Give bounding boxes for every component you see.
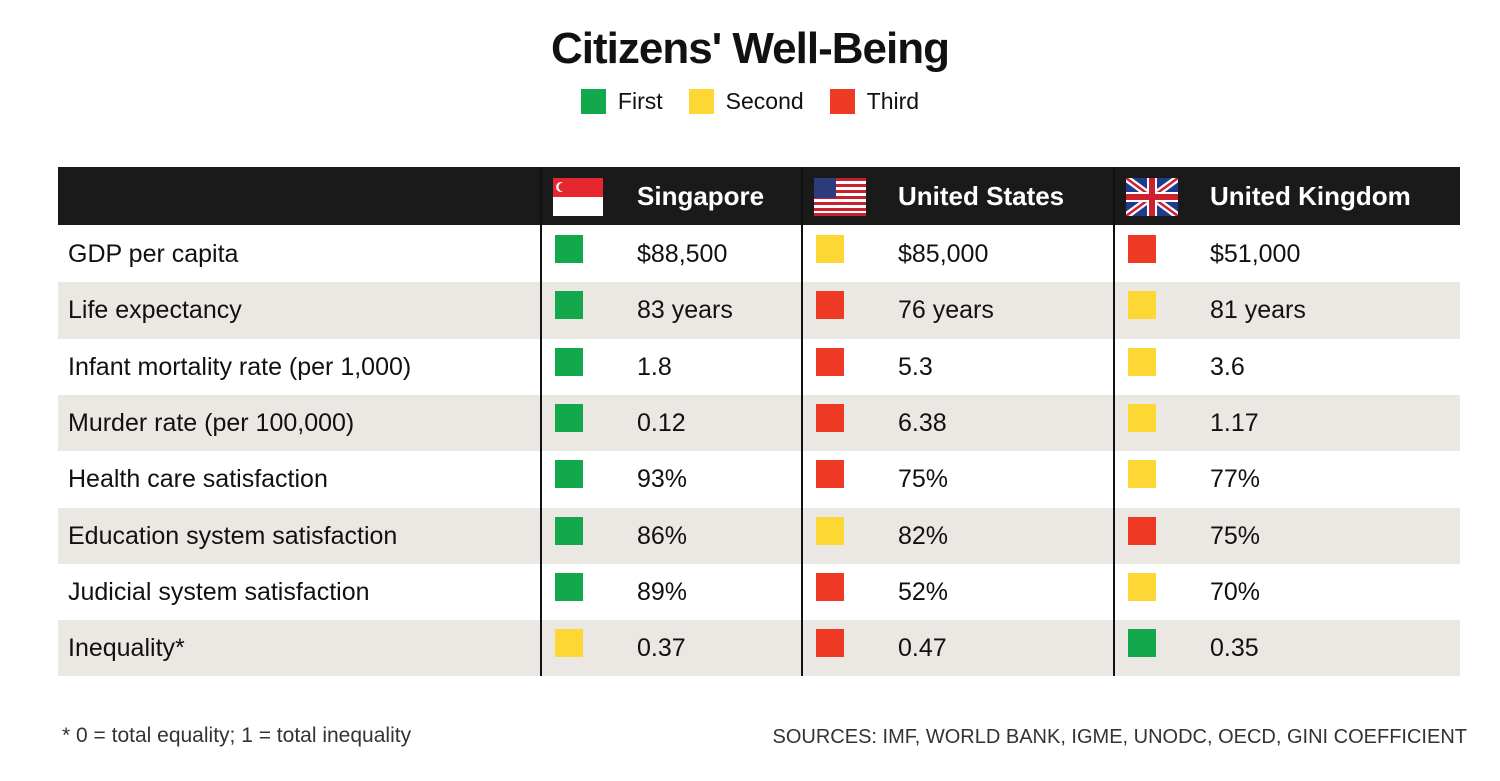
cell-value: 89%: [637, 577, 688, 606]
rank-square: [555, 516, 583, 545]
rank-square: [555, 347, 583, 376]
legend-item: Third: [829, 88, 920, 115]
flag-united-kingdom: [1126, 178, 1178, 216]
cell-value: 1.17: [1210, 408, 1259, 437]
cell-value: 93%: [637, 465, 688, 494]
row-label: Inequality*: [68, 634, 185, 663]
cell-value: 0.47: [898, 634, 947, 663]
flag-singapore: [553, 178, 603, 216]
rank-square: [1128, 460, 1156, 489]
rank-square: [816, 629, 844, 658]
legend-label: Second: [725, 88, 804, 114]
row-background: [58, 620, 1460, 677]
rank-square: [555, 629, 583, 658]
rank-square: [555, 235, 583, 263]
column-header: United States: [898, 181, 1065, 211]
footnote: * 0 = total equality; 1 = total inequali…: [62, 724, 412, 747]
row-label: Infant mortality rate (per 1,000): [68, 352, 412, 381]
legend-item: Second: [688, 88, 804, 115]
row-label: Education system satisfaction: [68, 521, 398, 550]
cell-value: 82%: [898, 521, 949, 550]
legend-swatch: [688, 89, 714, 114]
cell-value: $88,500: [637, 240, 728, 268]
rank-square: [816, 572, 844, 601]
row-label: Life expectancy: [68, 296, 242, 325]
rank-square: [816, 403, 844, 432]
cell-value: 0.12: [637, 408, 686, 437]
rank-square: [555, 291, 583, 320]
column-header: Singapore: [637, 181, 765, 211]
rank-square: [555, 403, 583, 432]
rank-square: [816, 235, 844, 263]
title: Citizens' Well-Being: [551, 24, 950, 73]
rank-square: [1128, 516, 1156, 545]
row-label: Judicial system satisfaction: [68, 577, 370, 606]
cell-value: 0.37: [637, 634, 686, 663]
column-header: United Kingdom: [1210, 181, 1411, 211]
cell-value: 0.35: [1210, 634, 1259, 663]
rank-square: [1128, 629, 1156, 658]
row-label: Health care satisfaction: [68, 465, 328, 494]
cell-value: $85,000: [898, 240, 989, 268]
cell-value: 76 years: [898, 296, 994, 325]
cell-value: $51,000: [1210, 240, 1301, 268]
row-label: Murder rate (per 100,000): [68, 408, 355, 437]
legend-label: Third: [866, 88, 920, 114]
cell-value: 75%: [1210, 521, 1261, 550]
legend-swatch: [829, 89, 855, 114]
cell-value: 77%: [1210, 465, 1261, 494]
flag-united-states: [814, 178, 866, 216]
legend-label: First: [617, 88, 663, 114]
rank-square: [1128, 572, 1156, 601]
column-divider: [540, 167, 542, 677]
source: SOURCES: IMF, WORLD BANK, IGME, UNODC, O…: [772, 726, 1468, 748]
column-divider: [801, 167, 803, 677]
cell-value: 81 years: [1210, 296, 1306, 325]
cell-value: 6.38: [898, 408, 947, 437]
rank-square: [1128, 291, 1156, 320]
rank-square: [816, 347, 844, 376]
rank-square: [1128, 347, 1156, 376]
cell-value: 1.8: [637, 352, 672, 381]
rank-square: [816, 460, 844, 489]
rank-square: [1128, 403, 1156, 432]
cell-value: 3.6: [1210, 352, 1245, 381]
row-background: [58, 507, 1460, 564]
rank-square: [555, 572, 583, 601]
cell-value: 5.3: [898, 352, 933, 381]
rank-square: [816, 516, 844, 545]
rank-square: [555, 460, 583, 489]
legend-item: First: [580, 88, 663, 115]
cell-value: 86%: [637, 521, 688, 550]
column-divider: [1113, 167, 1115, 677]
cell-value: 52%: [898, 577, 949, 606]
legend: First Second Third: [0, 88, 1500, 115]
legend-swatch: [580, 89, 606, 114]
header-bar: [58, 167, 1460, 225]
cell-value: 83 years: [637, 296, 733, 325]
row-background: [58, 282, 1460, 339]
row-label: GDP per capita: [68, 240, 239, 268]
rank-square: [1128, 235, 1156, 263]
row-background: [58, 394, 1460, 452]
cell-value: 75%: [898, 465, 949, 494]
rank-square: [816, 291, 844, 320]
cell-value: 70%: [1210, 577, 1261, 606]
